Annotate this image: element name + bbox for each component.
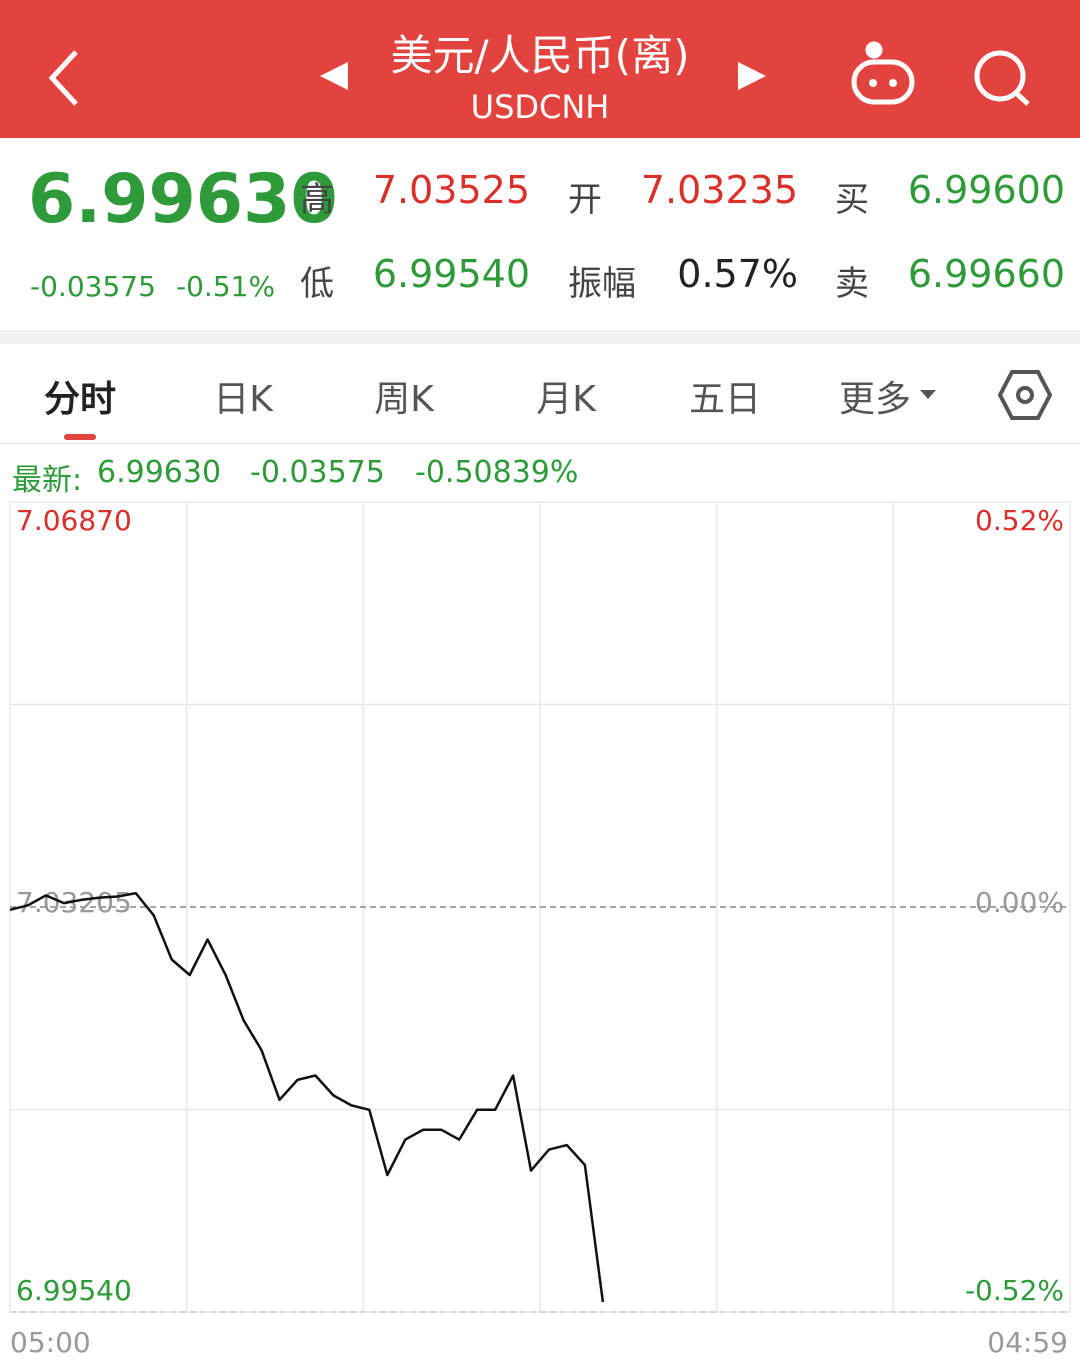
prev-icon[interactable]: [320, 62, 348, 90]
separator: [0, 330, 1080, 344]
y-tick-label: 6.99540: [16, 1274, 132, 1307]
back-icon[interactable]: [48, 50, 78, 106]
tab[interactable]: 周K: [374, 379, 434, 420]
header-bar: 美元/人民币(离) USDCNH: [0, 0, 1080, 138]
field-label: 振幅: [568, 264, 636, 304]
tab[interactable]: 分时: [43, 379, 117, 420]
divider: [0, 443, 1080, 444]
y2-tick-label: 0.00%: [975, 886, 1064, 919]
x-tick-label: 05:00: [10, 1326, 91, 1359]
field-label: 卖: [835, 264, 869, 304]
dropdown-icon: [920, 390, 936, 399]
y2-tick-label: -0.52%: [965, 1274, 1064, 1307]
y2-tick-label: 0.52%: [975, 504, 1064, 537]
robot-icon[interactable]: [851, 41, 915, 105]
field-label: 开: [568, 180, 602, 220]
search-icon[interactable]: [974, 50, 1030, 106]
field-label: 高: [300, 180, 334, 220]
field-value: 7.03525: [372, 168, 530, 212]
field-value: 6.99540: [372, 252, 530, 296]
price-change-pct: -0.51%: [176, 270, 276, 303]
next-icon[interactable]: [738, 62, 766, 90]
tab-indicator: [64, 434, 96, 440]
field-value: 6.99600: [907, 168, 1065, 212]
field-value: 0.57%: [677, 252, 798, 296]
page-subtitle: USDCNH: [470, 88, 610, 126]
price-line: [9, 891, 605, 1303]
latest-change-pct: -0.50839%: [415, 455, 579, 490]
latest-label: 最新:: [12, 463, 83, 498]
tab[interactable]: 日K: [213, 379, 273, 420]
y-tick-label: 7.06870: [16, 504, 132, 537]
tab[interactable]: 月K: [536, 379, 596, 420]
tab[interactable]: 五日: [688, 379, 762, 420]
latest-price: 6.99630: [97, 455, 222, 490]
field-label: 买: [835, 180, 869, 220]
field-label: 低: [300, 264, 334, 304]
x-tick-label: 04:59: [987, 1326, 1068, 1359]
latest-change: -0.03575: [250, 455, 385, 490]
last-price: 6.99630: [28, 160, 338, 239]
tab-icons: [920, 390, 936, 399]
intraday-chart: 7.068707.032056.995400.52%0.00%-0.52%05:…: [9, 501, 1071, 1359]
page-title: 美元/人民币(离): [390, 31, 690, 80]
header-icons: [48, 41, 1030, 106]
tab[interactable]: 更多: [838, 379, 912, 420]
field-value: 7.03235: [640, 168, 798, 212]
price-change: -0.03575: [30, 270, 156, 303]
settings-icon[interactable]: [998, 368, 1052, 422]
field-value: 6.99660: [907, 252, 1065, 296]
